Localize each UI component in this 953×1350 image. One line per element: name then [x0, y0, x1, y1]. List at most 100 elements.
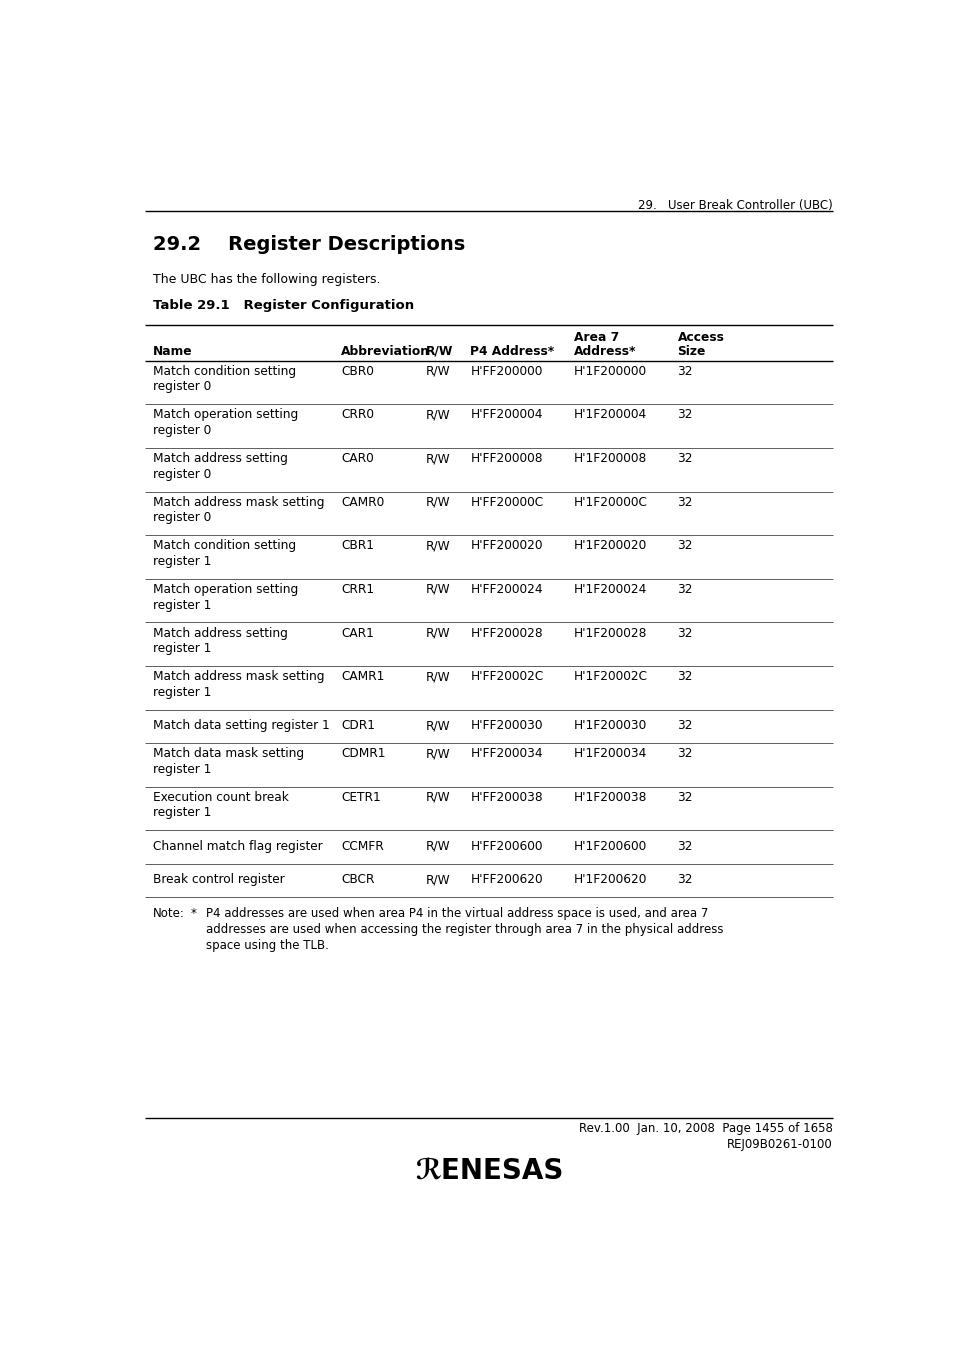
Text: H'1F20002C: H'1F20002C [574, 671, 647, 683]
Text: register 0: register 0 [152, 512, 211, 524]
Text: R/W: R/W [426, 583, 450, 595]
Text: CDMR1: CDMR1 [341, 748, 385, 760]
Text: R/W: R/W [426, 495, 450, 509]
Text: H'FF200004: H'FF200004 [470, 408, 542, 421]
Text: addresses are used when accessing the register through area 7 in the physical ad: addresses are used when accessing the re… [206, 923, 723, 936]
Text: 32: 32 [677, 626, 692, 640]
Text: R/W: R/W [426, 364, 450, 378]
Text: H'1F200000: H'1F200000 [574, 364, 646, 378]
Text: H'1F200028: H'1F200028 [574, 626, 647, 640]
Text: Rev.1.00  Jan. 10, 2008  Page 1455 of 1658: Rev.1.00 Jan. 10, 2008 Page 1455 of 1658 [578, 1122, 832, 1135]
Text: 32: 32 [677, 364, 692, 378]
Text: Match data setting register 1: Match data setting register 1 [152, 720, 329, 732]
Text: Access: Access [677, 332, 723, 344]
Text: 32: 32 [677, 840, 692, 853]
Text: H'1F200008: H'1F200008 [574, 452, 646, 464]
Text: 29.2    Register Descriptions: 29.2 Register Descriptions [152, 235, 464, 254]
Text: H'FF200038: H'FF200038 [470, 791, 542, 803]
Text: Address*: Address* [574, 346, 636, 358]
Text: CDR1: CDR1 [341, 720, 375, 732]
Text: ℛENESAS: ℛENESAS [415, 1158, 562, 1185]
Text: R/W: R/W [426, 873, 450, 886]
Text: Match condition setting: Match condition setting [152, 540, 295, 552]
Text: H'FF200008: H'FF200008 [470, 452, 542, 464]
Text: 32: 32 [677, 671, 692, 683]
Text: Match operation setting: Match operation setting [152, 408, 297, 421]
Text: register 0: register 0 [152, 424, 211, 437]
Text: register 0: register 0 [152, 381, 211, 393]
Text: register 1: register 1 [152, 806, 211, 819]
Text: P4 addresses are used when area P4 in the virtual address space is used, and are: P4 addresses are used when area P4 in th… [206, 907, 708, 921]
Text: Table 29.1   Register Configuration: Table 29.1 Register Configuration [152, 300, 414, 312]
Text: 32: 32 [677, 408, 692, 421]
Text: H'FF200600: H'FF200600 [470, 840, 542, 853]
Text: CBR1: CBR1 [341, 540, 374, 552]
Text: 32: 32 [677, 748, 692, 760]
Text: H'1F200024: H'1F200024 [574, 583, 647, 595]
Text: R/W: R/W [426, 671, 450, 683]
Text: R/W: R/W [426, 540, 450, 552]
Text: H'1F200600: H'1F200600 [574, 840, 646, 853]
Text: R/W: R/W [426, 748, 450, 760]
Text: R/W: R/W [426, 452, 450, 464]
Text: CAR1: CAR1 [341, 626, 374, 640]
Text: 32: 32 [677, 540, 692, 552]
Text: H'FF200028: H'FF200028 [470, 626, 542, 640]
Text: H'FF200030: H'FF200030 [470, 720, 542, 732]
Text: R/W: R/W [426, 626, 450, 640]
Text: CRR0: CRR0 [341, 408, 374, 421]
Text: H'FF200000: H'FF200000 [470, 364, 542, 378]
Text: CAR0: CAR0 [341, 452, 374, 464]
Text: Match data mask setting: Match data mask setting [152, 748, 303, 760]
Text: register 1: register 1 [152, 643, 211, 655]
Text: 32: 32 [677, 495, 692, 509]
Text: Area 7: Area 7 [574, 332, 618, 344]
Text: Size: Size [677, 346, 705, 358]
Text: Note:: Note: [152, 907, 184, 921]
Text: H'1F200020: H'1F200020 [574, 540, 646, 552]
Text: CAMR1: CAMR1 [341, 671, 384, 683]
Text: register 1: register 1 [152, 763, 211, 776]
Text: Match address setting: Match address setting [152, 626, 287, 640]
Text: H'1F200004: H'1F200004 [574, 408, 646, 421]
Text: R/W: R/W [426, 840, 450, 853]
Text: H'FF200020: H'FF200020 [470, 540, 542, 552]
Text: Break control register: Break control register [152, 873, 284, 886]
Text: space using the TLB.: space using the TLB. [206, 938, 329, 952]
Text: CBCR: CBCR [341, 873, 374, 886]
Text: register 1: register 1 [152, 598, 211, 612]
Text: REJ09B0261-0100: REJ09B0261-0100 [726, 1138, 832, 1152]
Text: 32: 32 [677, 720, 692, 732]
Text: H'FF200024: H'FF200024 [470, 583, 542, 595]
Text: CRR1: CRR1 [341, 583, 374, 595]
Text: register 0: register 0 [152, 467, 211, 481]
Text: Execution count break: Execution count break [152, 791, 288, 803]
Text: register 1: register 1 [152, 686, 211, 699]
Text: Match address mask setting: Match address mask setting [152, 495, 324, 509]
Text: CBR0: CBR0 [341, 364, 374, 378]
Text: H'1F200038: H'1F200038 [574, 791, 647, 803]
Text: 32: 32 [677, 583, 692, 595]
Text: H'1F20000C: H'1F20000C [574, 495, 647, 509]
Text: 29.   User Break Controller (UBC): 29. User Break Controller (UBC) [638, 200, 832, 212]
Text: H'1F200034: H'1F200034 [574, 748, 647, 760]
Text: H'FF20000C: H'FF20000C [470, 495, 543, 509]
Text: R/W: R/W [426, 346, 453, 358]
Text: H'FF200620: H'FF200620 [470, 873, 542, 886]
Text: *: * [191, 907, 196, 921]
Text: 32: 32 [677, 873, 692, 886]
Text: CAMR0: CAMR0 [341, 495, 384, 509]
Text: R/W: R/W [426, 720, 450, 732]
Text: H'FF200034: H'FF200034 [470, 748, 542, 760]
Text: Channel match flag register: Channel match flag register [152, 840, 322, 853]
Text: 32: 32 [677, 791, 692, 803]
Text: register 1: register 1 [152, 555, 211, 568]
Text: Match operation setting: Match operation setting [152, 583, 297, 595]
Text: H'1F200620: H'1F200620 [574, 873, 647, 886]
Text: Abbreviation: Abbreviation [341, 346, 430, 358]
Text: H'FF20002C: H'FF20002C [470, 671, 543, 683]
Text: R/W: R/W [426, 408, 450, 421]
Text: CCMFR: CCMFR [341, 840, 383, 853]
Text: Match condition setting: Match condition setting [152, 364, 295, 378]
Text: CETR1: CETR1 [341, 791, 380, 803]
